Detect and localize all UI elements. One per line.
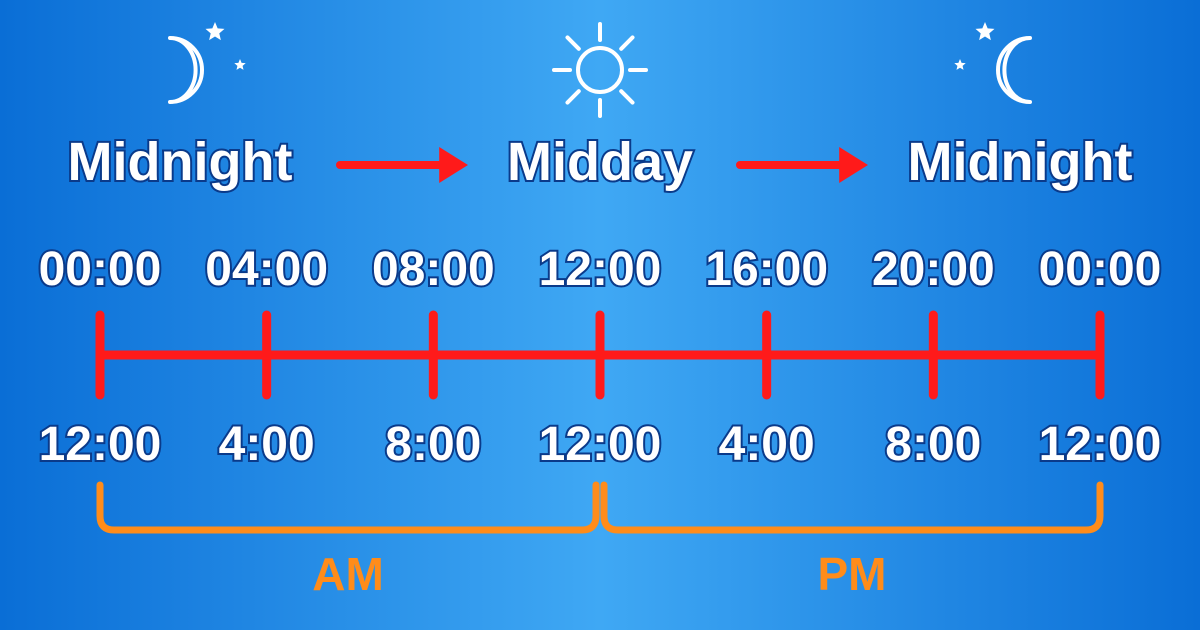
time-12h-label: 4:00 (719, 418, 815, 471)
time-12h-label: 8:00 (885, 418, 981, 471)
time-24h-label: 00:00 (1039, 243, 1162, 296)
time-24h-label: 16:00 (705, 243, 828, 296)
time-24h-label: 08:00 (372, 243, 495, 296)
time-12h-label: 8:00 (385, 418, 481, 471)
time-12h-label: 12:00 (39, 418, 162, 471)
header-label: Midnight (908, 132, 1133, 192)
time-12h-label: 4:00 (219, 418, 315, 471)
time-12h-label: 12:00 (539, 418, 662, 471)
period-label: PM (818, 548, 887, 600)
time-24h-label: 04:00 (205, 243, 328, 296)
time-24h-label: 00:00 (39, 243, 162, 296)
period-label: AM (312, 548, 384, 600)
time-24h-label: 20:00 (872, 243, 995, 296)
time-24h-label: 12:00 (539, 243, 662, 296)
infographic-stage: Midnight Midday Midnight 00:00 12:00 04:00 4:0… (0, 0, 1200, 630)
time-12h-label: 12:00 (1039, 418, 1162, 471)
header-label: Midday (507, 132, 693, 192)
header-label: Midnight (68, 132, 293, 192)
